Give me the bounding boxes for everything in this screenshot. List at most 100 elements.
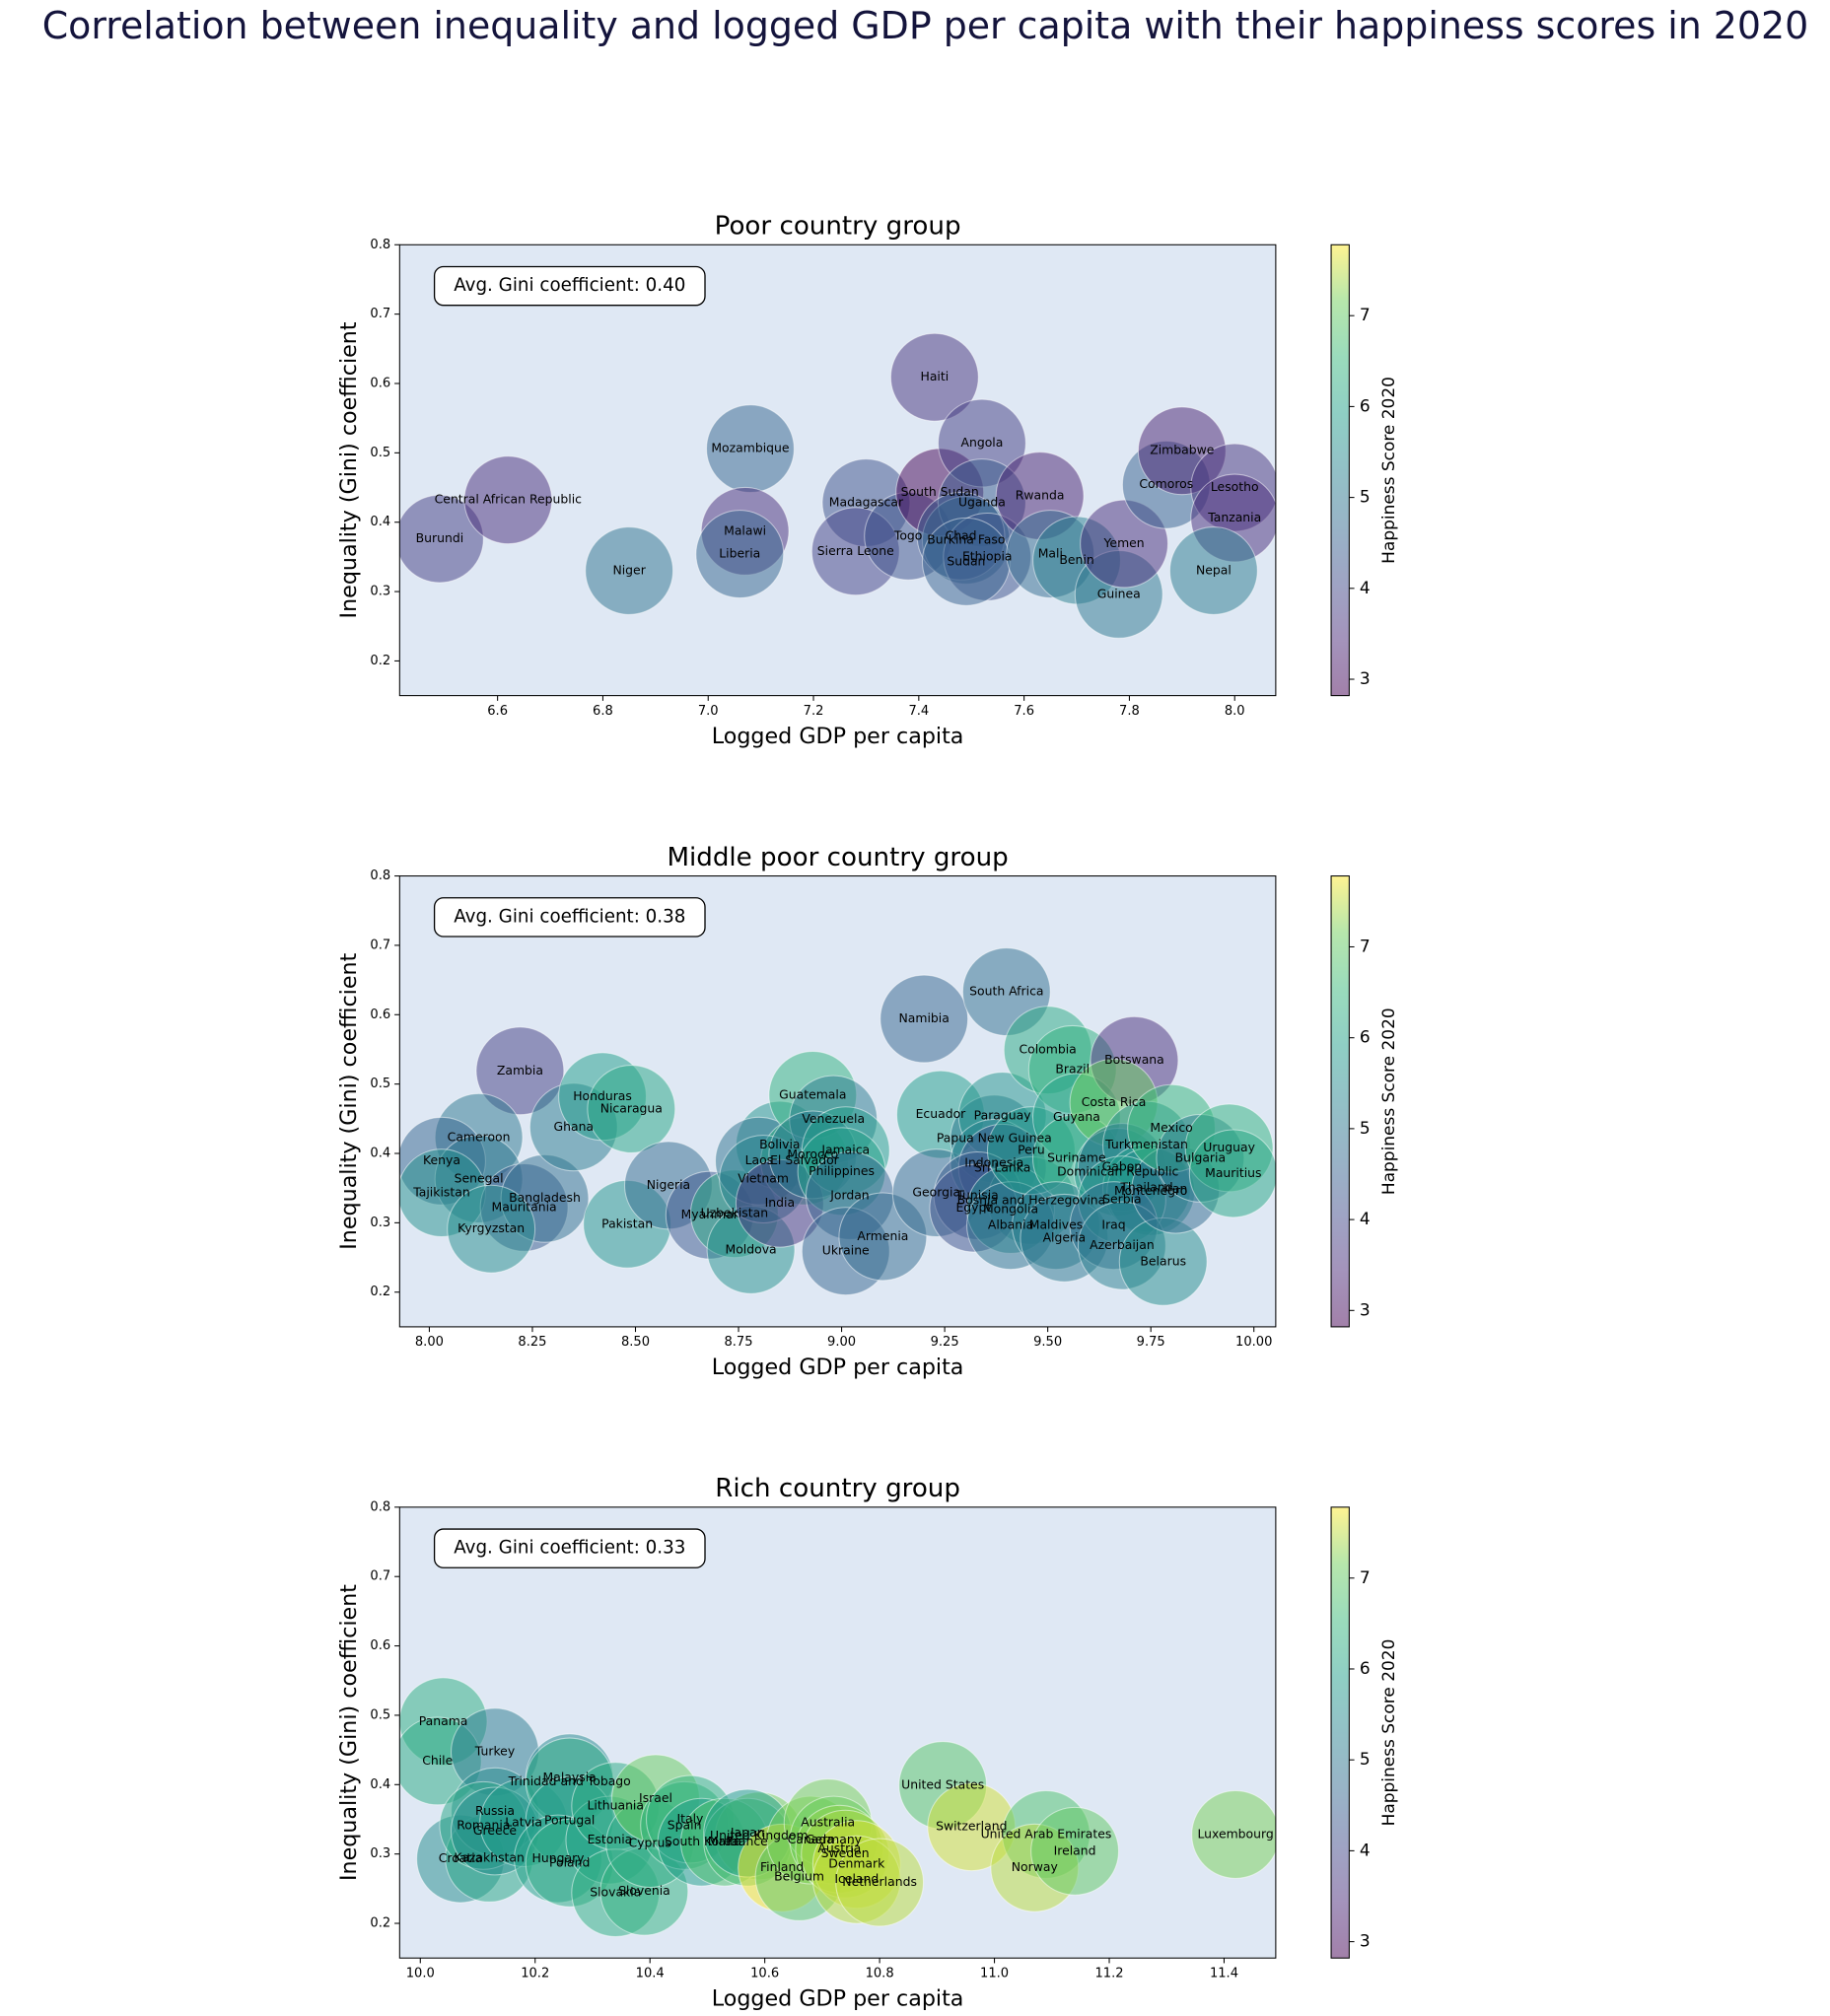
- figure-title: Correlation between inequality and logge…: [42, 4, 1808, 47]
- bubble-label: Brazil: [1055, 1061, 1090, 1076]
- bubble-label: Croatia: [439, 1850, 483, 1865]
- annotation-box: [433, 265, 706, 307]
- bubble-label: Moldova: [725, 1241, 776, 1256]
- bubble-label: Canada: [788, 1832, 834, 1846]
- bubble-label: Myanmar: [681, 1207, 739, 1221]
- bubble-label: Hungary: [532, 1850, 585, 1865]
- bubble-label: Tanzania: [1207, 510, 1261, 524]
- bubble-label: Tajikistan: [412, 1185, 469, 1200]
- bubble-label: Luxembourg: [1197, 1826, 1273, 1841]
- x-tick-label: 8.0: [1225, 704, 1245, 719]
- x-tick-label: 9.75: [1137, 1335, 1165, 1350]
- bubble-label: Sierra Leone: [817, 543, 894, 558]
- colorbar-tick-label: 5: [1360, 1119, 1371, 1139]
- bubble-label: Austria: [817, 1841, 861, 1855]
- colorbar-tick-label: 4: [1360, 579, 1371, 598]
- bubble-label: Sri Lanka: [974, 1159, 1030, 1174]
- x-tick-label: 8.75: [725, 1335, 753, 1350]
- bubble: [585, 526, 674, 615]
- bubble-label: Greece: [473, 1823, 517, 1838]
- bubble-label: Morocco: [787, 1147, 838, 1161]
- x-tick-label: 11.4: [1210, 1966, 1238, 1981]
- bubble-label: Poland: [549, 1854, 590, 1869]
- bubble-label: Mauritius: [1205, 1165, 1261, 1180]
- bubble-label: Niger: [612, 562, 646, 577]
- y-tick-label: 0.4: [370, 515, 390, 529]
- colorbar-tick-label: 7: [1360, 937, 1371, 956]
- bubble-label: South Africa: [969, 984, 1043, 999]
- bubble-label: Chad: [946, 527, 977, 542]
- bubble-label: Estonia: [588, 1832, 633, 1846]
- colorbar-tick-label: 3: [1360, 1300, 1371, 1320]
- bubble-label: Paraguay: [974, 1108, 1031, 1123]
- colorbar-tick-label: 6: [1360, 1028, 1371, 1048]
- bubble-label: Bosnia and Herzegovina: [957, 1192, 1106, 1207]
- bubble-label: Ethiopia: [962, 548, 1013, 563]
- bubble-label: Montenegro: [1114, 1183, 1187, 1198]
- y-tick-label: 0.7: [370, 1569, 390, 1584]
- x-tick-label: 9.00: [827, 1335, 856, 1350]
- bubble-label: Iraq: [1101, 1217, 1125, 1232]
- bubble-label: Suriname: [1047, 1149, 1105, 1164]
- bubble-label: Honduras: [573, 1088, 632, 1103]
- colorbar-label: Happiness Score 2020: [1379, 1639, 1399, 1827]
- x-tick-label: 6.6: [487, 704, 508, 719]
- bubble-label: Slovenia: [618, 1883, 670, 1898]
- bubble-label: Haiti: [921, 369, 950, 383]
- bubble-label: Nicaragua: [600, 1100, 663, 1115]
- x-tick-label: 7.6: [1014, 704, 1034, 719]
- colorbar-tick-label: 4: [1360, 1210, 1371, 1229]
- colorbar-tick-label: 7: [1360, 1568, 1371, 1588]
- bubble-label: United States: [901, 1776, 984, 1791]
- bubble-label: Israel: [639, 1790, 672, 1805]
- colorbar-label: Happiness Score 2020: [1379, 1008, 1399, 1195]
- x-tick-label: 7.2: [804, 704, 824, 719]
- colorbar: [1330, 243, 1350, 697]
- bubble-label: Azerbaijan: [1090, 1237, 1155, 1252]
- bubble-label: Finland: [760, 1859, 804, 1874]
- bubble-label: Colombia: [1019, 1042, 1076, 1057]
- x-tick-label: 10.00: [1235, 1335, 1272, 1350]
- bubble-label: Lithuania: [588, 1798, 644, 1813]
- y-tick-label: 0.5: [370, 1707, 390, 1722]
- bubble-label: South Korea: [665, 1834, 739, 1848]
- y-tick-label: 0.3: [370, 1216, 390, 1230]
- bubble-label: Romania: [457, 1817, 510, 1832]
- y-axis-label: Inequality (Gini) coefficient: [336, 321, 362, 618]
- bubble-label: Nepal: [1196, 562, 1232, 577]
- x-tick-label: 10.8: [866, 1966, 894, 1981]
- bubble-label: Mexico: [1150, 1120, 1192, 1135]
- bubble-label: Senegal: [455, 1171, 504, 1186]
- bubble-label: Latvia: [505, 1814, 542, 1829]
- bubble-label: Turkey: [474, 1744, 515, 1759]
- bubble-label: France: [728, 1834, 768, 1848]
- bubble-label: Mongolia: [983, 1201, 1038, 1216]
- bubble-label: Sweden: [821, 1845, 870, 1860]
- bubble-label: Botswana: [1104, 1052, 1164, 1067]
- bubble-label: United Kingdom: [710, 1828, 809, 1842]
- bubble-label: Turkmenistan: [1104, 1137, 1188, 1151]
- bubble-label: Laos: [745, 1152, 774, 1167]
- bubble-label: Italy: [676, 1811, 703, 1826]
- bubble-label: Togo: [893, 527, 923, 542]
- bubble-label: Ireland: [1054, 1842, 1096, 1857]
- bubble-label: Algeria: [1043, 1229, 1087, 1244]
- bubble-label: Albania: [988, 1217, 1033, 1232]
- colorbar: [1330, 875, 1350, 1328]
- plot-frame: [398, 875, 1277, 1328]
- colorbar-label: Happiness Score 2020: [1379, 377, 1399, 564]
- bubble-label: Zambia: [497, 1063, 543, 1078]
- bubble-label: Cyprus: [629, 1836, 671, 1850]
- plot-frame: [398, 243, 1277, 697]
- bubble-label: Germany: [806, 1832, 862, 1846]
- y-tick-label: 0.6: [370, 1638, 390, 1653]
- y-tick-label: 0.8: [370, 1499, 390, 1514]
- bubble-label: Armenia: [857, 1228, 908, 1243]
- x-tick-label: 8.50: [621, 1335, 650, 1350]
- x-tick-label: 10.4: [636, 1966, 665, 1981]
- y-tick-label: 0.5: [370, 1077, 390, 1091]
- colorbar-tick-label: 3: [1360, 669, 1371, 689]
- bubble-label: Ecuador: [916, 1106, 967, 1121]
